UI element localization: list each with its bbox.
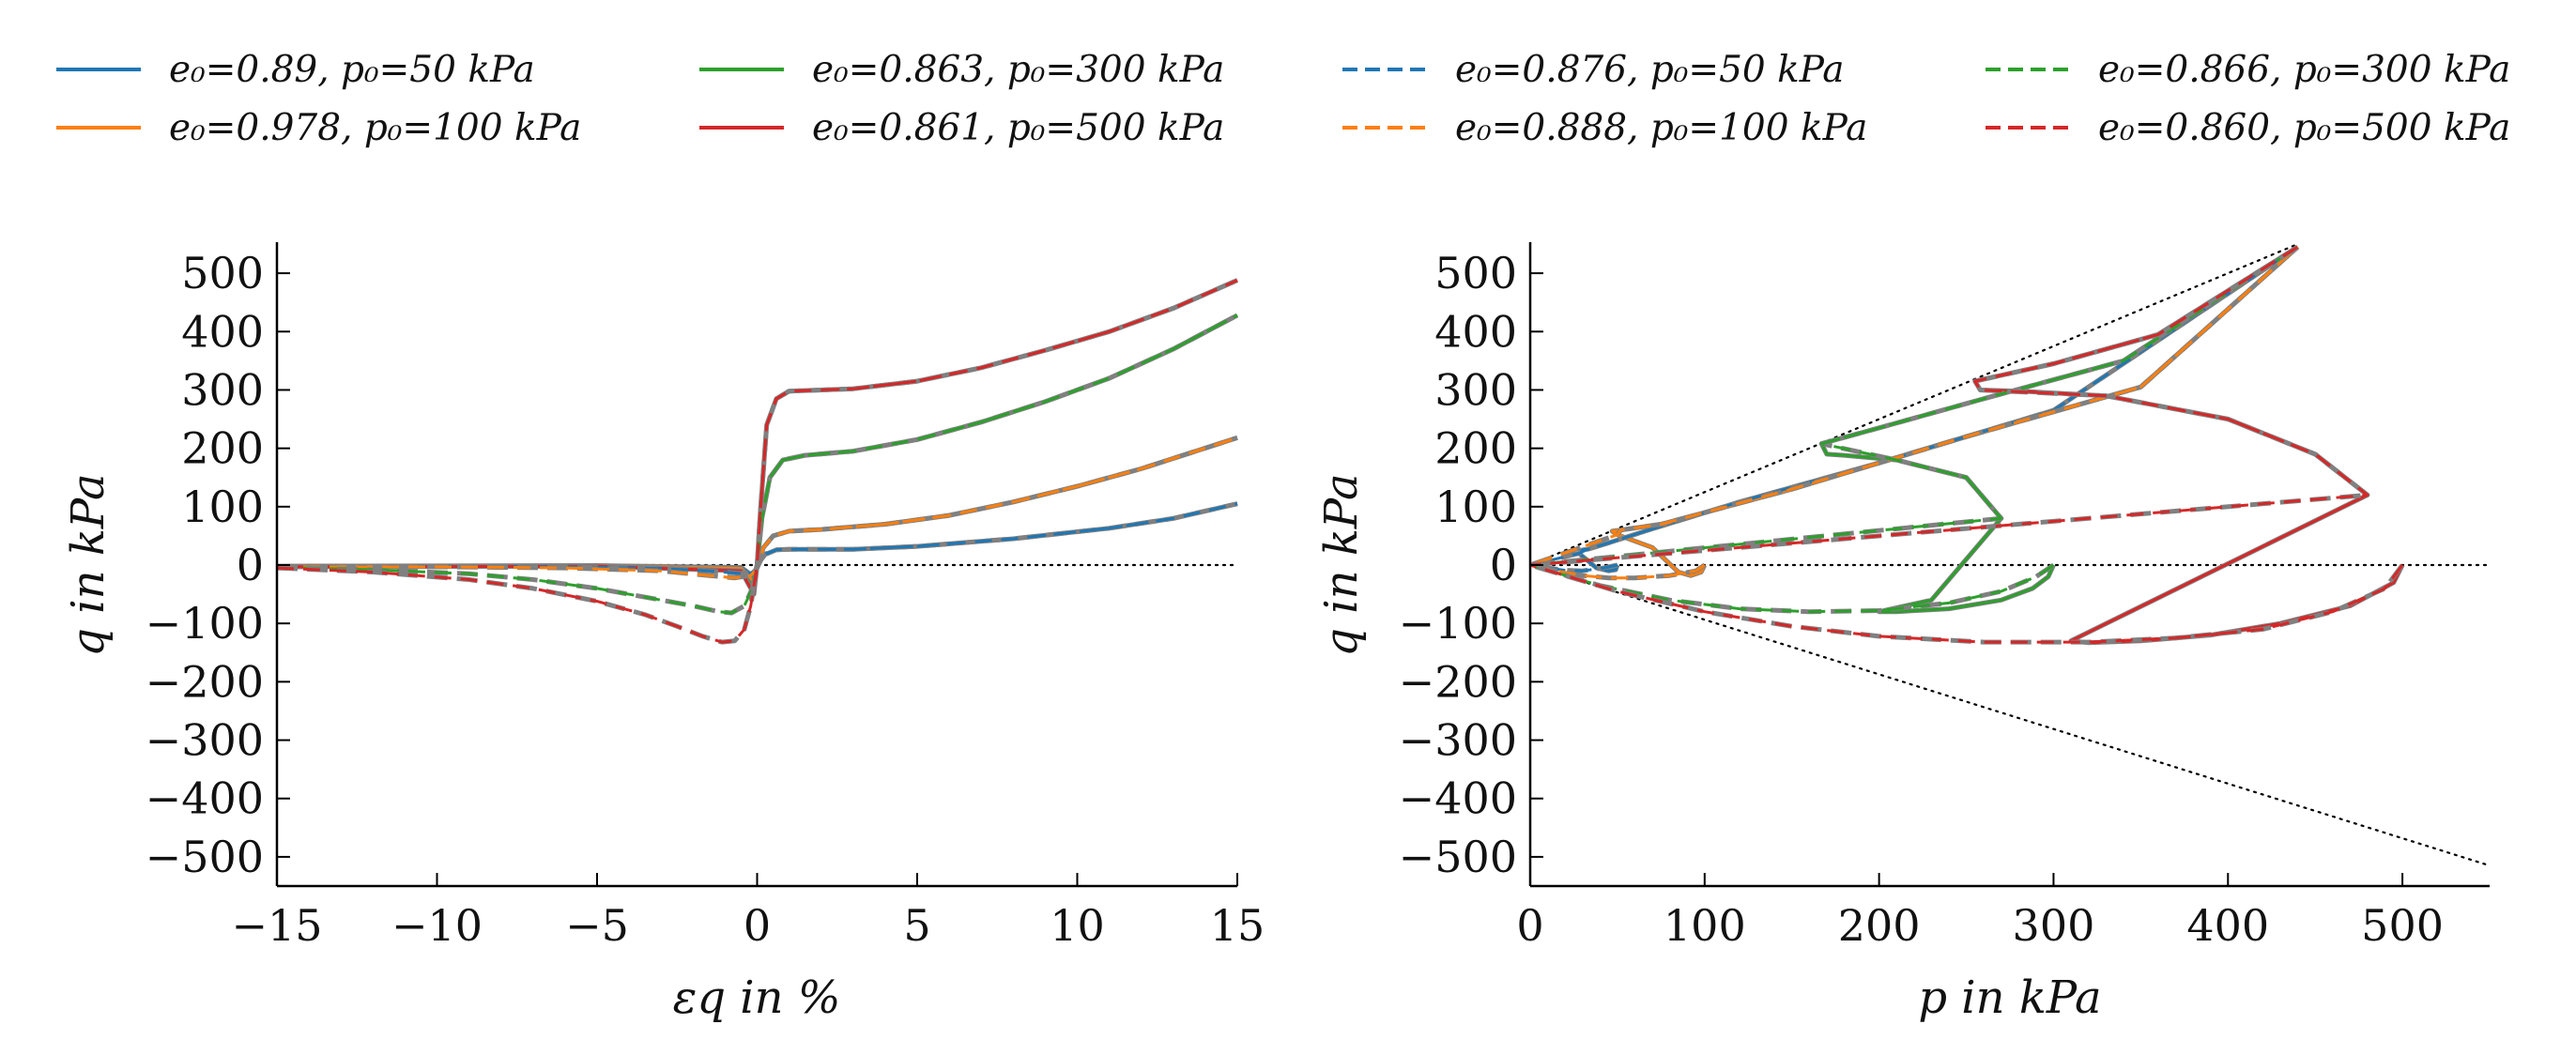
series-line — [1819, 245, 2299, 614]
x-tick-label: −10 — [391, 900, 483, 951]
y-tick-label: −100 — [1399, 598, 1517, 649]
x-tick-label: 5 — [903, 900, 930, 951]
x-tick-label: 200 — [1838, 900, 1921, 951]
legend-entry: e₀=0.860, p₀=500 kPa — [1986, 107, 2510, 149]
x-tick-label: 10 — [1050, 900, 1105, 951]
y-tick-label: 100 — [1434, 482, 1517, 532]
legend-entry: e₀=0.888, p₀=100 kPa — [1342, 107, 1867, 149]
legend-label: e₀=0.861, p₀=500 kPa — [812, 107, 1224, 149]
y-tick-label: 100 — [181, 482, 264, 532]
y-tick-label: −300 — [146, 715, 264, 766]
series-line — [1530, 245, 2404, 644]
y-tick-label: −100 — [146, 598, 264, 649]
simulation-curve — [277, 278, 1239, 645]
legend: e₀=0.89, p₀=50 kPa e₀=0.978, p₀=100 kPa e₀… — [56, 49, 2510, 149]
plot-area — [1530, 242, 2492, 867]
strain-stress-plot: −15 −10 −5 0 5 10 15 −500 −400 −300 −200 −100 0 100 20… — [62, 242, 1265, 1024]
y-tick-label: −500 — [1399, 832, 1517, 882]
simulation-curve — [1530, 245, 2299, 615]
x-tick-label: 500 — [2361, 900, 2444, 951]
series-line — [277, 279, 1238, 644]
y-tick-label: 400 — [1434, 306, 1517, 357]
legend-entry: e₀=0.876, p₀=50 kPa — [1342, 49, 1845, 91]
y-tick-label: 0 — [237, 540, 264, 590]
x-tick-label: −15 — [231, 900, 322, 951]
stress-path-plot: 0 100 200 300 400 500 −500 −400 −300 −200 −100 0 100… — [1315, 242, 2492, 1024]
simulation-curve — [1818, 245, 2299, 615]
series-line — [277, 502, 1238, 575]
y-tick-label: 300 — [181, 364, 264, 415]
legend-label: e₀=0.89, p₀=50 kPa — [169, 49, 535, 91]
y-tick-label: −200 — [146, 656, 264, 707]
simulation-curve — [1530, 245, 2300, 581]
y-tick-label: 0 — [1490, 540, 1517, 590]
y-tick-label: −200 — [1399, 656, 1517, 707]
reference-line — [1530, 242, 2299, 567]
series-line — [277, 436, 1238, 580]
simulation-curve — [1530, 244, 2405, 645]
legend-entry: e₀=0.866, p₀=300 kPa — [1986, 49, 2510, 91]
x-tick-label: 15 — [1210, 900, 1265, 951]
y-tick-label: −400 — [1399, 773, 1517, 824]
y-tick-label: 300 — [1434, 364, 1517, 415]
y-axis-label: q in kPa — [1315, 473, 1368, 656]
legend-label: e₀=0.866, p₀=300 kPa — [2098, 49, 2510, 91]
x-tick-label: 400 — [2186, 900, 2269, 951]
x-tick-label: −5 — [565, 900, 629, 951]
legend-label: e₀=0.860, p₀=500 kPa — [2098, 107, 2510, 149]
legend-entry: e₀=0.89, p₀=50 kPa — [56, 49, 535, 91]
y-tick-label: 500 — [1434, 248, 1517, 298]
legend-entry: e₀=0.978, p₀=100 kPa — [56, 107, 581, 149]
legend-entry: e₀=0.861, p₀=500 kPa — [699, 107, 1224, 149]
legend-label: e₀=0.888, p₀=100 kPa — [1455, 107, 1867, 149]
x-tick-label: 0 — [1516, 900, 1543, 951]
y-tick-label: −300 — [1399, 715, 1517, 766]
legend-label: e₀=0.863, p₀=300 kPa — [812, 49, 1224, 91]
legend-entry: e₀=0.863, p₀=300 kPa — [699, 49, 1224, 91]
x-tick-label: 0 — [744, 900, 771, 951]
y-axis-label: q in kPa — [62, 473, 115, 656]
y-tick-label: 200 — [1434, 423, 1517, 474]
reference-line — [1530, 563, 2492, 867]
x-axis-label: εq in % — [673, 971, 841, 1024]
x-axis-label: p in kPa — [1918, 971, 2101, 1024]
y-tick-label: 200 — [181, 423, 264, 474]
y-tick-label: −400 — [146, 773, 264, 824]
y-tick-label: 400 — [181, 306, 264, 357]
plot-area — [277, 278, 1239, 645]
legend-label: e₀=0.978, p₀=100 kPa — [169, 107, 581, 149]
series-line — [1530, 245, 2299, 614]
y-tick-label: −500 — [146, 832, 264, 882]
x-tick-label: 100 — [1664, 900, 1746, 951]
y-tick-label: 500 — [181, 248, 264, 298]
legend-label: e₀=0.876, p₀=50 kPa — [1455, 49, 1845, 91]
x-tick-label: 300 — [2013, 900, 2095, 951]
